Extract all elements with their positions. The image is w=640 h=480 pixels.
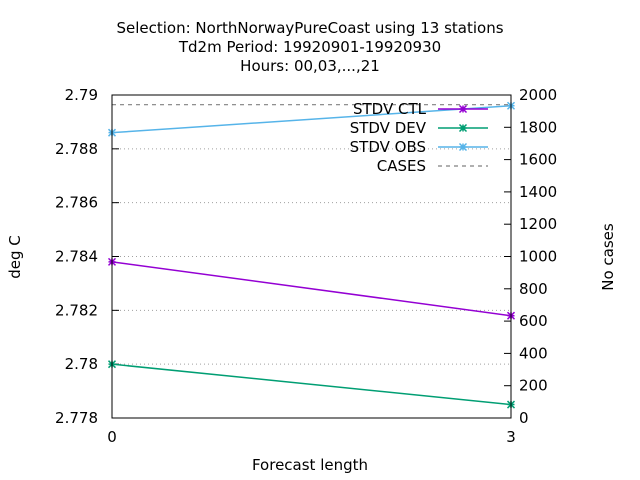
y2-tick-label: 1800: [519, 118, 557, 136]
legend-marker-stdv-ctl: [458, 104, 468, 114]
series-line-stdv-obs: [111, 105, 512, 134]
series-line-stdv-dev: [111, 363, 512, 406]
y2-axis-ticks: 0 200 400 600 800 1000 1200 1400 1600 1800 2000: [504, 86, 557, 427]
y2-tick-label: 0: [519, 409, 529, 427]
y-axis-ticks: 2.778 2.78 2.782 2.784 2.786 2.788 2.79: [55, 86, 119, 427]
y2-tick-label: 400: [519, 344, 548, 362]
y-tick-label: 2.788: [55, 140, 98, 158]
x-tick-label: 0: [107, 428, 117, 446]
y-tick-label: 2.778: [55, 409, 98, 427]
y2-tick-label: 2000: [519, 86, 557, 104]
legend-marker-stdv-obs: [458, 142, 468, 152]
x-axis-label: Forecast length: [252, 456, 368, 474]
chart-title-line-3: Hours: 00,03,...,21: [240, 57, 380, 75]
y2-tick-label: 1000: [519, 248, 557, 266]
grid: [112, 148, 511, 365]
plot-frame: [111, 94, 512, 419]
chart-title-line-2: Td2m Period: 19920901-19920930: [178, 38, 441, 56]
y-tick-label: 2.786: [55, 194, 98, 212]
legend-label-stdv-dev: STDV DEV: [350, 119, 427, 137]
chart-title-line-1: Selection: NorthNorwayPureCoast using 13…: [116, 19, 503, 37]
legend-label-cases: CASES: [377, 157, 426, 175]
y-tick-label: 2.79: [65, 86, 98, 104]
series-layer: [107, 101, 516, 409]
x-tick-label: 3: [506, 428, 516, 446]
y2-tick-label: 200: [519, 377, 548, 395]
y-tick-label: 2.782: [55, 301, 98, 319]
y2-axis-label: No cases: [599, 223, 617, 291]
y2-tick-label: 800: [519, 280, 548, 298]
y2-tick-label: 600: [519, 312, 548, 330]
y2-tick-label: 1600: [519, 151, 557, 169]
legend-label-stdv-obs: STDV OBS: [350, 138, 426, 156]
y-tick-label: 2.784: [55, 248, 98, 266]
y-axis-label: deg C: [6, 235, 24, 279]
legend-label-stdv-ctl: STDV CTL: [353, 100, 427, 118]
series-line-stdv-ctl: [111, 261, 512, 317]
y2-tick-label: 1200: [519, 215, 557, 233]
y-tick-label: 2.78: [65, 355, 98, 373]
y2-tick-label: 1400: [519, 183, 557, 201]
legend-marker-stdv-dev: [458, 123, 468, 133]
